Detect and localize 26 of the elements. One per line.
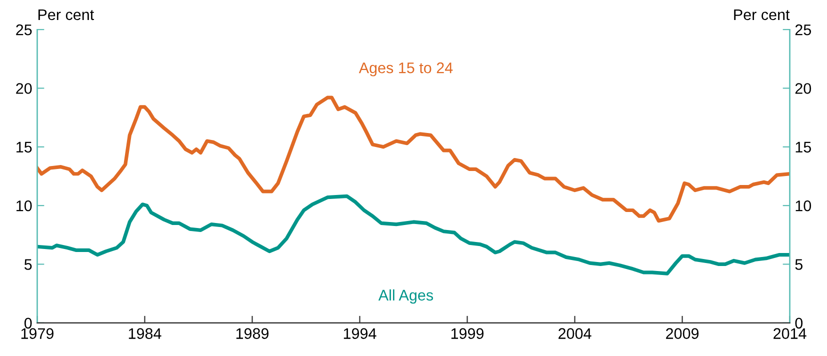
y-axis-title: Per cent (38, 9, 94, 20)
line-series (37, 96, 790, 223)
y2-tick-label: 25 (795, 24, 811, 36)
y2-tick-label: 20 (795, 83, 812, 94)
y-tick-label: 10 (16, 200, 32, 212)
text: All Ages (378, 289, 434, 304)
x-tick-label: 2004 (558, 328, 592, 339)
text: Ages 15 to 24 (358, 62, 453, 76)
y2-tick-label: 0 (795, 318, 803, 329)
x-tick-label: 1984 (128, 328, 162, 339)
y-tick-label: 25 (16, 24, 32, 36)
y2-tick-label: 15 (796, 142, 811, 153)
x-tick-label: 2009 (666, 328, 699, 339)
x-tick-label: 1994 (344, 328, 376, 339)
x-tick-label: 1999 (451, 328, 484, 339)
y-tick-label: 20 (16, 83, 32, 94)
y-tick-label: 0 (24, 318, 32, 329)
y-tick-label: 15 (16, 142, 32, 153)
x-tick-label: 1989 (236, 328, 269, 339)
x-tick-label: 1979 (21, 328, 54, 339)
y2-axis-title: Per cent (734, 9, 790, 20)
y-tick-label: 5 (24, 259, 32, 270)
y2-tick-label: 5 (795, 259, 802, 270)
y2-tick-label: 10 (796, 200, 812, 212)
x-tick-label: 2014 (774, 328, 806, 339)
line-series (37, 194, 790, 276)
